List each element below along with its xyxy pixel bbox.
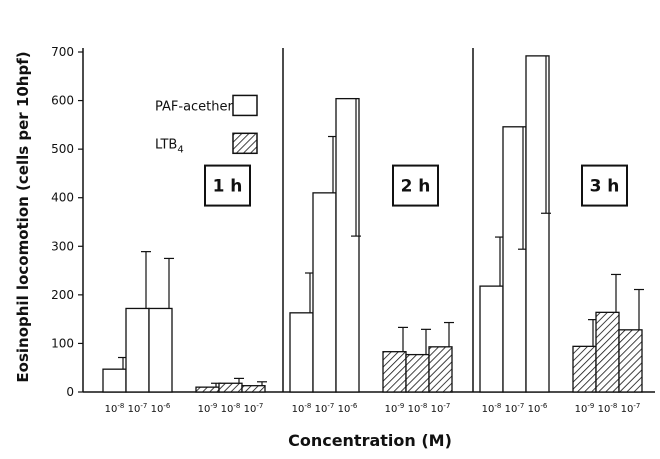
x-tick-label: 10-8 [598, 402, 618, 415]
legend-swatch-ltb4 [232, 132, 258, 155]
x-tick-label: 10-8 [408, 402, 428, 415]
x-tick-label: 10-6 [528, 402, 548, 415]
y-axis-label: Eosinophil locomotion (cells per 10hpf) [14, 51, 32, 382]
bar-paf [289, 312, 314, 393]
panel-label: 3 h [590, 177, 620, 197]
panel-label-box [392, 164, 439, 207]
bar-ltb4 [428, 346, 453, 393]
y-tick-label: 200 [51, 288, 74, 302]
y-tick-label: 100 [51, 336, 74, 350]
bar-ltb4 [382, 351, 407, 393]
bar-ltb4 [618, 329, 643, 393]
x-tick-label: 10-9 [575, 402, 595, 415]
bar-paf [125, 307, 150, 393]
panel-label: 1 h [213, 177, 243, 197]
bar-paf [148, 307, 173, 393]
x-tick-label: 10-8 [105, 402, 125, 415]
x-tick-label: 10-8 [221, 402, 241, 415]
bar-ltb4 [572, 345, 597, 393]
y-tick-label: 600 [51, 94, 74, 108]
bar-ltb4 [405, 353, 430, 393]
x-tick-label: 10-9 [198, 402, 218, 415]
y-tick-label: 500 [51, 142, 74, 156]
bar-paf [525, 55, 550, 393]
y-tick-label: 700 [51, 45, 74, 59]
bar-paf [312, 192, 337, 393]
legend-label-ltb4: LTB4 [155, 137, 184, 155]
panel-label-box [204, 164, 251, 207]
legend-swatch-paf [232, 94, 258, 117]
x-axis-label: Concentration (M) [288, 431, 452, 450]
x-tick-label: 10-7 [128, 402, 148, 415]
x-tick-label: 10-9 [385, 402, 405, 415]
x-tick-label: 10-6 [338, 402, 358, 415]
bar-ltb4 [218, 382, 243, 393]
bar-ltb4 [241, 385, 266, 393]
bar-ltb4 [195, 386, 220, 393]
x-tick-label: 10-7 [431, 402, 451, 415]
x-tick-label: 10-7 [621, 402, 641, 415]
x-tick-label: 10-7 [505, 402, 525, 415]
x-tick-label: 10-7 [315, 402, 335, 415]
bar-paf [479, 285, 504, 393]
panel-label-box [581, 164, 628, 207]
legend-label-paf: PAF-acether [155, 99, 234, 114]
bar-ltb4 [595, 311, 620, 393]
y-tick-label: 0 [66, 385, 74, 399]
bar-paf [335, 97, 360, 393]
bar-paf [102, 368, 127, 393]
y-tick-label: 400 [51, 191, 74, 205]
x-tick-label: 10-6 [151, 402, 171, 415]
x-tick-label: 10-8 [482, 402, 502, 415]
x-tick-label: 10-8 [292, 402, 312, 415]
x-tick-label: 10-7 [244, 402, 264, 415]
panel-label: 2 h [401, 177, 431, 197]
y-tick-label: 300 [51, 239, 74, 253]
